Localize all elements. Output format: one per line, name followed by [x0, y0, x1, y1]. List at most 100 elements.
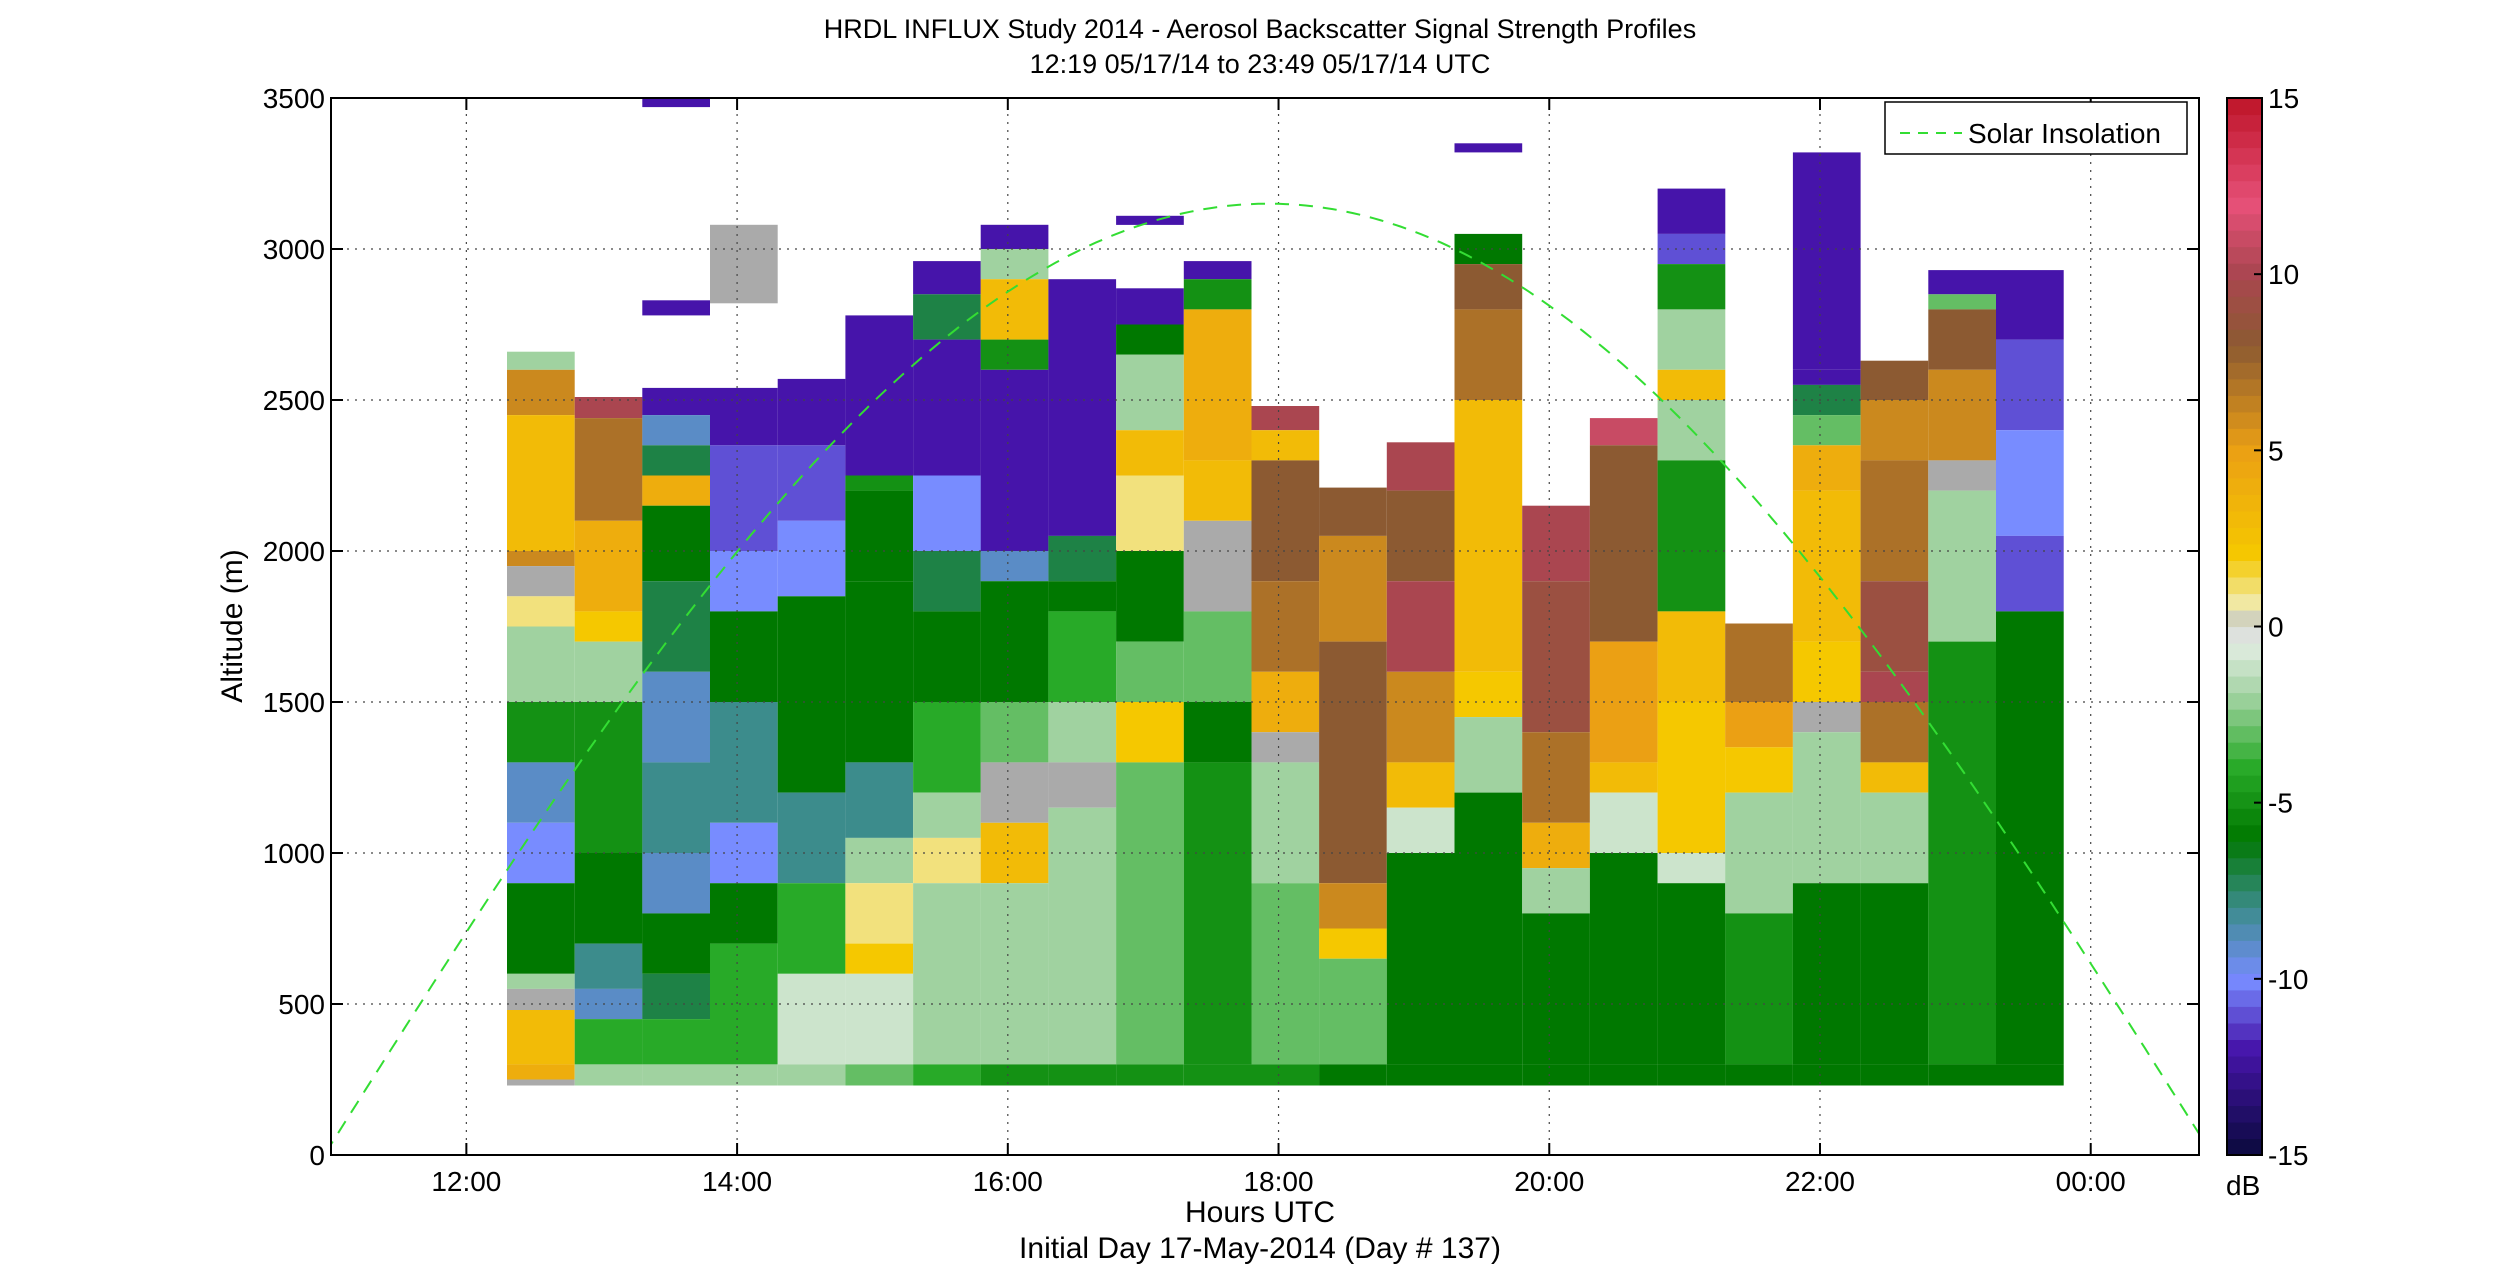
- profile-cell: [1183, 611, 1252, 702]
- profile-column: [1386, 442, 1455, 1086]
- plot-frame: [330, 97, 2200, 1156]
- profile-cell: [1386, 807, 1455, 853]
- profile-cell: [845, 490, 914, 582]
- profile-cell: [845, 973, 914, 1065]
- profile-cell: [1522, 868, 1590, 914]
- profile-cell: [1319, 958, 1387, 1065]
- profile-cell: [1589, 418, 1658, 446]
- profile-cell: [1928, 460, 1996, 491]
- colorbar-cell: [2227, 230, 2262, 248]
- profile-cell: [1928, 641, 1996, 1065]
- profile-column: [1725, 623, 1793, 1086]
- chart-title: HRDL INFLUX Study 2014 - Aerosol Backsca…: [824, 14, 1696, 44]
- profile-cell: [507, 626, 575, 702]
- colorbar-cell: [2227, 543, 2262, 561]
- colorbar-cell: [2227, 213, 2262, 231]
- colorbar-cell: [2227, 180, 2262, 198]
- profile-cell: [1792, 445, 1861, 491]
- colorbar-tick-label: -10: [2268, 964, 2308, 995]
- profile-cell: [1386, 490, 1455, 582]
- profile-cell: [1048, 702, 1117, 763]
- colorbar-cell: [2227, 1088, 2262, 1106]
- profile-cell: [980, 551, 1049, 582]
- profile-cell: [1792, 415, 1861, 446]
- x-tick-label: 18:00: [1243, 1166, 1313, 1197]
- colorbar-cell: [2227, 610, 2262, 628]
- profile-cell: [1251, 671, 1320, 733]
- profile-cell: [574, 611, 643, 642]
- colorbar-cell: [2227, 510, 2262, 528]
- profile-cell: [845, 581, 914, 763]
- profile-cell: [1589, 762, 1658, 793]
- colorbar-cell: [2227, 494, 2262, 512]
- colorbar-cell: [2227, 461, 2262, 479]
- profile-cell: [642, 973, 710, 1020]
- colorbar-cell: [2227, 890, 2262, 908]
- profile-cell: [1116, 430, 1184, 476]
- profile-cell: [1454, 671, 1523, 718]
- profile-cell: [1725, 1064, 1793, 1086]
- colorbar-cell: [2227, 1105, 2262, 1123]
- profile-cell: [710, 943, 778, 1065]
- grid-lines: [331, 97, 2199, 1156]
- profile-cell: [1792, 490, 1861, 642]
- profile-cell: [574, 1064, 643, 1086]
- profile-cell: [1251, 762, 1320, 884]
- colorbar-cell: [2227, 775, 2262, 793]
- profile-cell: [1116, 354, 1184, 431]
- colorbar-cell: [2227, 1072, 2262, 1090]
- profile-cell: [574, 520, 643, 612]
- profile-cell: [710, 883, 778, 944]
- profile-cell: [1116, 641, 1184, 702]
- profile-isolated-cell: [1454, 143, 1523, 153]
- profile-cell: [1251, 430, 1320, 461]
- profile-cell: [1386, 853, 1455, 1065]
- colorbar-cell: [2227, 1022, 2262, 1040]
- profile-cell: [1792, 883, 1861, 1065]
- profile-cell: [710, 445, 778, 551]
- profile-cell: [642, 387, 710, 416]
- profile-cell: [1996, 339, 2064, 431]
- profile-cell: [1319, 487, 1387, 536]
- profile-cell: [1996, 535, 2064, 612]
- profile-cell: [777, 445, 846, 521]
- profile-column: [1792, 152, 1861, 1086]
- profile-cell: [574, 943, 643, 989]
- profile-cell: [1792, 702, 1861, 733]
- profile-cell: [913, 883, 981, 1065]
- profile-cell: [574, 988, 643, 1020]
- profile-cell: [1048, 762, 1117, 808]
- profile-cell: [1860, 762, 1929, 793]
- colorbar-cell: [2227, 164, 2262, 182]
- x-tick-label: 22:00: [1785, 1166, 1855, 1197]
- profile-cell: [1183, 520, 1252, 612]
- colorbar-cell: [2227, 824, 2262, 842]
- profile-cell: [1386, 581, 1455, 672]
- profile-cell: [507, 1079, 575, 1086]
- colorbar-cell: [2227, 841, 2262, 859]
- colorbar-cell: [2227, 1122, 2262, 1140]
- profile-cell: [1725, 913, 1793, 1065]
- profile-cell: [1589, 792, 1658, 853]
- colorbar-cell: [2227, 709, 2262, 727]
- profile-cell: [1319, 928, 1387, 959]
- profile-column: [1048, 279, 1117, 1086]
- profile-cell: [1251, 732, 1320, 763]
- profile-cell: [1251, 1064, 1320, 1086]
- profile-cell: [574, 853, 643, 944]
- profile-cell: [1319, 1064, 1387, 1086]
- profile-cell: [913, 339, 981, 476]
- profile-cell: [980, 339, 1049, 370]
- profile-cell: [1657, 264, 1726, 310]
- profile-cell: [1792, 369, 1861, 385]
- colorbar: [2227, 98, 2262, 1156]
- y-tick-label: 0: [309, 1140, 325, 1171]
- profile-isolated-cell: [642, 300, 710, 316]
- colorbar-cell: [2227, 989, 2262, 1007]
- y-tick-label: 2000: [263, 536, 325, 567]
- profile-column: [1251, 406, 1320, 1086]
- x-axis-ticks: 12:00 14:00 16:00 18:00 20:00 22:00 00:00: [431, 98, 2126, 1197]
- profile-cell: [1454, 792, 1523, 1065]
- profile-cell: [1996, 1064, 2064, 1086]
